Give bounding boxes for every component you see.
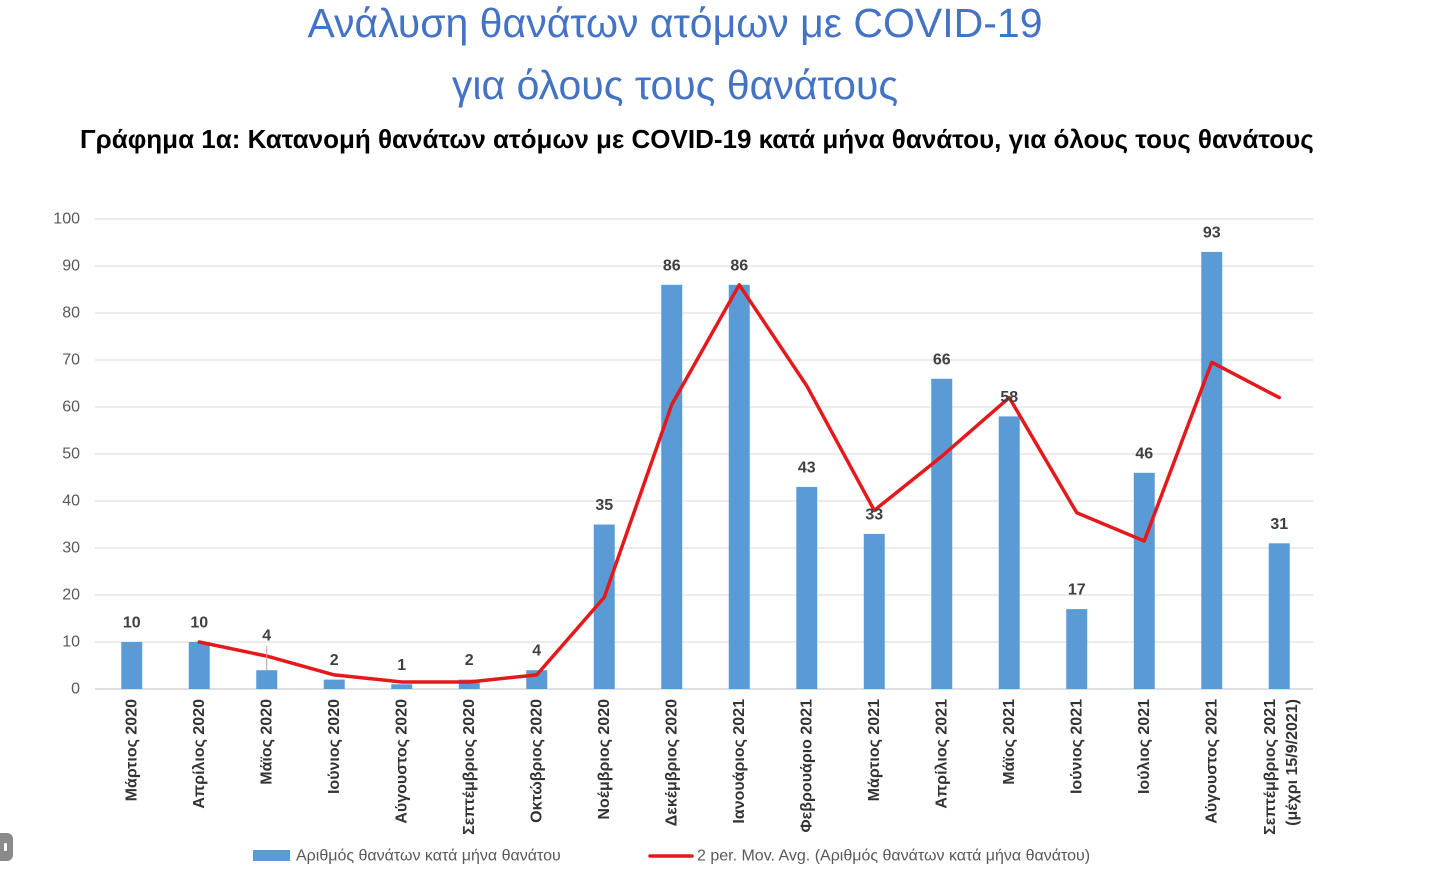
x-tick-label: (μέχρι 15/9/2021) [1284,699,1301,826]
bar-value-label: 86 [730,257,748,274]
legend-item-deaths: Αριθμός θανάτων κατά μήνα θανάτου [253,848,561,865]
y-tick-label: 40 [62,493,80,510]
bar-value-label: 4 [262,628,271,645]
deaths-bar [931,378,953,689]
x-tick-label: Δεκέμβριος 2020 [663,699,680,826]
legend-label-moving-average: 2 per. Mov. Avg. (Αριθμός θανάτων κατά μ… [697,848,1090,865]
y-tick-label: 0 [71,681,80,698]
x-tick-label: Νοέμβριος 2020 [596,699,613,820]
bar-value-label: 1 [397,657,406,674]
legend-label-deaths: Αριθμός θανάτων κατά μήνα θανάτου [296,848,561,865]
x-tick-label: Μάϊος 2020 [258,699,275,785]
deaths-bar [458,679,480,689]
moving-average-series [197,283,1281,684]
x-tick-label: Φεβρουάριο 2021 [798,699,815,833]
moving-average-line [197,283,1281,684]
x-tick-label: Σεπτέμβριος 2021 [1262,699,1279,835]
x-tick-label: Μάρτιος 2021 [866,699,883,801]
x-tick-label: Οκτώβριος 2020 [528,699,545,823]
deaths-bar [796,486,818,689]
x-tick-label: Σεπτέμβριος 2020 [461,699,478,835]
legend-item-moving-average: 2 per. Mov. Avg. (Αριθμός θανάτων κατά μ… [648,848,1090,865]
deaths-bar [593,524,615,689]
gridlines [95,218,1313,690]
x-tick-label: Ιούνιος 2021 [1068,699,1085,794]
bar-value-label: 43 [798,459,816,476]
page-title-line-2: για όλους τους θανάτους [451,62,899,108]
x-tick-label: Ιανουάριος 2021 [731,699,748,824]
deaths-bar [121,642,143,689]
deaths-bar [256,670,278,689]
y-tick-label: 30 [62,540,80,557]
bar-value-label: 93 [1203,224,1221,241]
bar-value-label: 86 [663,257,681,274]
bar-series [121,251,1290,689]
x-tick-label: Αύγουστος 2021 [1203,699,1220,824]
bar-value-label: 10 [123,615,141,632]
bar-value-label: 17 [1068,582,1086,599]
x-tick-label: Μάρτιος 2020 [123,699,140,801]
deaths-bar [1201,251,1223,689]
x-tick-label: Απρίλιος 2020 [191,699,208,809]
bar-value-label: 10 [190,615,208,632]
bar-value-label: 58 [1000,389,1018,406]
data-labels: 10 10 4 2 1 2 4 35 86 86 43 33 66 58 17 46 93 31 [123,224,1288,673]
deaths-bar [661,284,683,689]
deaths-bar [391,684,413,689]
x-tick-label: Ιούλιος 2021 [1136,699,1153,794]
x-axis-labels: Μάρτιος 2020 Απρίλιος 2020 Μάϊος 2020 Ιούνι… [123,699,1301,835]
deaths-bar [1066,609,1088,689]
deaths-bar [323,679,345,689]
deaths-bar [1268,543,1290,689]
y-tick-label: 90 [62,258,80,275]
page-title-line-1: Ανάλυση θανάτων ατόμων με COVID-19 [307,0,1043,46]
y-tick-label: 50 [62,446,80,463]
bar-value-label: 2 [330,652,339,669]
bar-value-label: 33 [865,506,883,523]
y-tick-label: 70 [62,352,80,369]
bar-value-label: 2 [465,652,474,669]
x-tick-label: Μάϊος 2021 [1001,699,1018,785]
bar-value-label: 4 [532,643,541,660]
y-tick-label: 80 [62,305,80,322]
deaths-bar [188,642,210,689]
deaths-bar [728,284,750,689]
y-tick-label: 10 [62,634,80,651]
x-tick-label: Απρίλιος 2021 [933,699,950,809]
deaths-bar [998,416,1020,689]
bar-value-label: 46 [1135,445,1153,462]
y-tick-label: 100 [53,211,80,228]
y-axis-labels: 0 10 20 30 40 50 60 70 80 90 100 [53,211,80,698]
x-tick-label: Ιούνιος 2020 [326,699,343,794]
bar-value-label: 35 [595,497,613,514]
deaths-bar [1133,472,1155,689]
legend-swatch-bar [253,850,290,861]
y-tick-label: 60 [62,399,80,416]
handle-grip-icon [4,843,7,851]
deaths-bar [863,533,885,689]
side-panel-handle[interactable] [0,833,13,861]
bar-value-label: 31 [1270,516,1288,533]
x-tick-label: Αύγουστος 2020 [393,699,410,824]
legend: Αριθμός θανάτων κατά μήνα θανάτου 2 per.… [253,848,1090,865]
y-tick-label: 20 [62,587,80,604]
bar-value-label: 66 [933,351,951,368]
chart-title: Γράφημα 1α: Κατανομή θανάτων ατόμων με C… [80,124,1314,154]
